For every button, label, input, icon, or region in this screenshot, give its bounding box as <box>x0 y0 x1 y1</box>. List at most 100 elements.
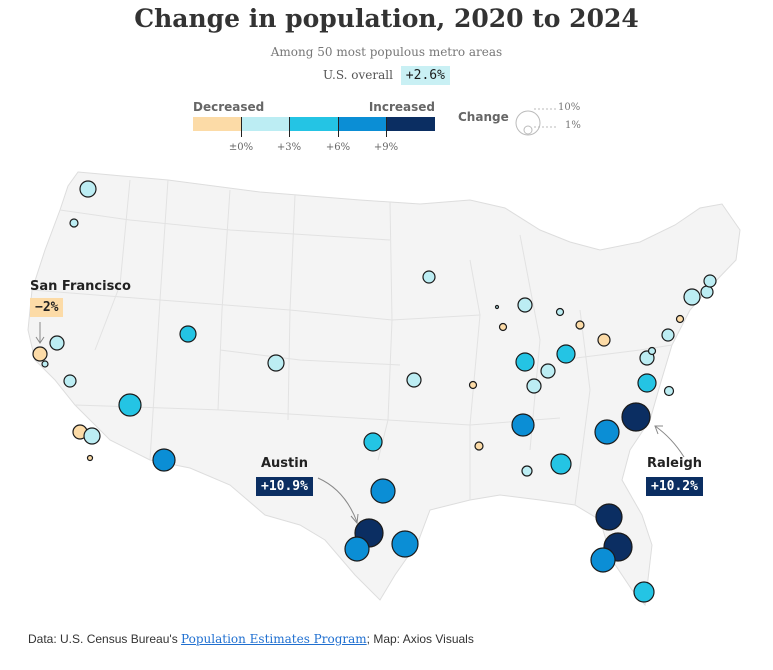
state-border <box>31 289 481 321</box>
tick-mark <box>289 117 290 137</box>
metro-bubble <box>86 454 94 462</box>
austin-arrow <box>317 477 358 523</box>
metro-bubble <box>515 352 535 372</box>
metro-bubble <box>550 453 572 475</box>
tick-mark <box>241 117 242 137</box>
state-borders <box>31 179 673 506</box>
metro-bubble <box>370 478 396 504</box>
swatch-decreased <box>193 117 242 131</box>
metro-bubbles <box>32 180 717 603</box>
metro-bubble <box>637 373 657 393</box>
swatch-0-3 <box>241 117 290 131</box>
map-subtitle: Among 50 most populous metro areas <box>270 45 503 59</box>
metro-bubble <box>597 333 611 347</box>
size-legend-circles <box>515 108 556 136</box>
metro-bubble <box>391 530 419 558</box>
metro-bubble <box>79 180 97 198</box>
austin-arrowhead <box>350 513 359 525</box>
metro-bubble <box>406 372 422 388</box>
metro-bubble <box>575 320 585 330</box>
state-border <box>59 209 391 241</box>
metro-bubble <box>526 378 542 394</box>
state-border <box>94 179 131 351</box>
source-suffix: ; Map: Axios Visuals <box>366 632 474 646</box>
us-land <box>27 171 741 607</box>
metro-bubble <box>521 465 533 477</box>
color-swatches <box>193 117 436 131</box>
metro-bubble <box>498 322 508 332</box>
metro-bubble <box>49 335 65 351</box>
metro-bubble <box>703 274 717 288</box>
metro-bubble <box>675 314 685 324</box>
sf-arrowhead <box>35 336 45 344</box>
state-border <box>219 349 401 366</box>
map-title: Change in population, 2020 to 2024 <box>134 4 639 33</box>
us-map <box>27 171 741 607</box>
state-border <box>519 234 541 451</box>
callout-arrows <box>35 322 685 525</box>
state-border <box>559 344 673 361</box>
us-land-shape <box>27 171 741 607</box>
metro-bubble <box>517 297 533 313</box>
metro-bubble <box>344 536 370 562</box>
tick-mark <box>386 117 387 137</box>
metro-bubble <box>422 270 436 284</box>
metro-bubble <box>474 441 484 451</box>
tick-mark <box>338 117 339 137</box>
state-border <box>377 201 393 461</box>
size-legend-title: Change <box>458 110 509 124</box>
swatch-9-plus <box>386 117 436 131</box>
legend-increased-label: Increased <box>368 100 435 114</box>
metro-bubble <box>663 385 675 397</box>
metro-bubble <box>595 503 623 531</box>
metro-bubble <box>118 393 142 417</box>
us-overall-value: +2.6% <box>400 66 450 85</box>
tick-label: ±0% <box>228 142 254 153</box>
metro-bubble <box>590 547 616 573</box>
size-circle-large <box>515 110 541 136</box>
metro-bubble <box>468 380 478 390</box>
metro-bubble-san-francisco <box>32 346 48 362</box>
source-note: Data: U.S. Census Bureau's Population Es… <box>28 632 474 646</box>
us-overall: U.S. overall +2.6% <box>0 66 773 85</box>
metro-bubble <box>494 304 500 310</box>
callout-name: San Francisco <box>30 279 131 294</box>
tick-label: +6% <box>325 142 351 153</box>
swatch-6-9 <box>338 117 387 131</box>
metro-bubble <box>633 581 655 603</box>
metro-bubble <box>540 363 556 379</box>
callout-value: +10.9% <box>256 477 313 496</box>
metro-bubble <box>511 413 535 437</box>
state-border <box>574 309 591 506</box>
callout-value: −2% <box>30 298 64 317</box>
metro-bubble <box>63 374 77 388</box>
tick-label: +3% <box>276 142 302 153</box>
source-link[interactable]: Population Estimates Program <box>181 632 367 646</box>
source-prefix: Data: U.S. Census Bureau's <box>28 632 182 646</box>
metro-bubble <box>83 427 101 445</box>
metro-bubble-raleigh <box>621 402 651 432</box>
metro-bubble <box>647 346 657 356</box>
metro-bubble <box>152 448 176 472</box>
metro-bubble <box>700 285 714 299</box>
metro-bubble <box>41 360 49 368</box>
metro-bubble <box>267 354 285 372</box>
callout-san-francisco: San Francisco −2% <box>30 279 131 317</box>
callout-raleigh: Raleigh +10.2% <box>646 456 703 496</box>
metro-bubble <box>179 325 197 343</box>
metro-bubble <box>594 419 620 445</box>
state-border <box>469 259 481 500</box>
callout-austin: Austin +10.9% <box>256 456 313 496</box>
raleigh-arrow <box>654 425 685 458</box>
size-label-small: 1% <box>565 120 581 131</box>
size-label-large: 10% <box>558 102 581 113</box>
legend-decreased-label: Decreased <box>193 100 265 114</box>
raleigh-arrowhead <box>654 425 663 435</box>
callout-name: Austin <box>260 456 308 471</box>
metro-bubble <box>683 288 701 306</box>
us-overall-label: U.S. overall <box>323 68 393 82</box>
state-border <box>74 404 561 426</box>
metro-bubble <box>556 344 576 364</box>
swatch-3-6 <box>289 117 339 131</box>
tick-label: +9% <box>373 142 399 153</box>
